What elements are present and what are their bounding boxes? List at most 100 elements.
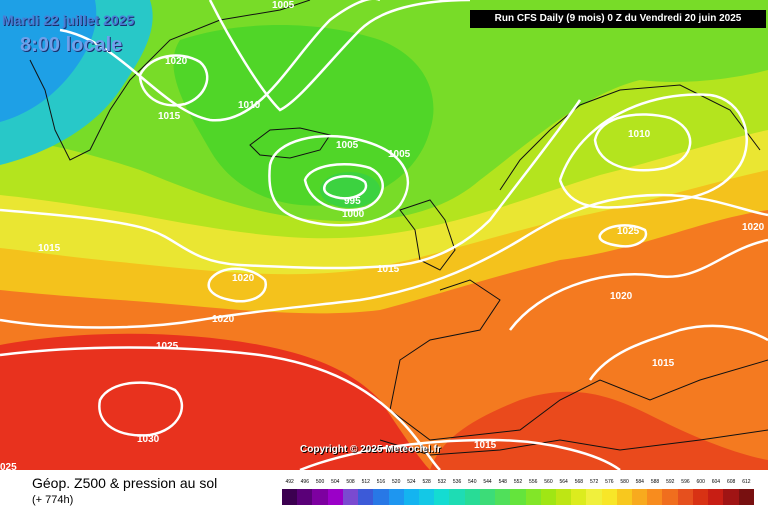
isobar-1010-scand (593, 113, 692, 172)
isobar-1030-ring (98, 381, 184, 437)
isobar-label: 1020 (212, 314, 235, 325)
color-scale-value: 596 (681, 479, 690, 485)
legend-subtitle: (+ 774h) (32, 494, 74, 506)
field-darkgreen (173, 25, 434, 206)
color-scale-swatch (342, 489, 359, 505)
color-scale-swatch (692, 489, 709, 505)
isobar-label: 1005 (272, 0, 295, 11)
color-scale-swatch (662, 489, 678, 505)
color-scale-value: 548 (498, 479, 507, 485)
color-scale-labels: 492 496 500 504 508 512 516 520 524 528 532 536 540 5… (282, 479, 754, 487)
color-scale-swatch (723, 489, 739, 505)
color-scale-value: 604 (711, 479, 721, 485)
isobar-1015-curve (0, 99, 582, 270)
color-scale-value: 612 (742, 479, 751, 485)
color-scale-value: 564 (559, 479, 568, 485)
color-scale-swatch (388, 489, 404, 505)
color-scale-swatch (632, 489, 648, 505)
color-scale-value: 608 (726, 479, 736, 485)
color-scale-value: 528 (422, 479, 431, 485)
scandinavia-coast (499, 84, 761, 191)
isobar-1010-north (208, 0, 471, 112)
weather-map: 1005 1020 1015 1010 1005 1005 995 1000 1… (0, 0, 768, 470)
isobar-label: 1015 (38, 243, 61, 254)
color-scale-swatch (586, 489, 602, 505)
color-scale-value: 576 (605, 479, 614, 485)
isobar-label: 1030 (137, 434, 160, 445)
color-scale-swatch (464, 489, 480, 505)
isobar-label-group: 1005 1020 1015 1010 1005 1005 995 1000 1… (0, 0, 765, 470)
color-scale-value: 600 (696, 479, 705, 485)
isobar-label: 025 (0, 462, 17, 470)
color-scale-value: 540 (468, 479, 477, 485)
color-scale-swatch (282, 489, 298, 505)
africa-coast (379, 429, 768, 456)
isobar-label: 1015 (377, 264, 400, 275)
color-scale-value: 572 (589, 479, 599, 485)
color-scale-value: 492 (285, 479, 294, 485)
isobar-label: 1015 (158, 111, 181, 122)
color-scale-swatch (555, 489, 572, 505)
color-scale-value: 592 (666, 479, 675, 485)
british-isles (399, 199, 456, 271)
isobars (0, 0, 768, 470)
copyright-label: Copyright © 2025 Meteociel.fr (300, 444, 441, 455)
color-scale-value: 588 (650, 479, 660, 485)
color-scale-value: 520 (392, 479, 401, 485)
color-scale-value: 532 (437, 479, 447, 485)
forecast-date-label: Mardi 22 juillet 2025 (2, 12, 135, 28)
isobar-label: 1015 (652, 358, 675, 369)
isobar-1025-south (0, 346, 441, 470)
forecast-time-label: 8:00 locale (20, 34, 123, 56)
isobar-label: 1005 (388, 149, 411, 160)
isobar-1025-small (598, 224, 648, 248)
color-scale-swatch (495, 489, 511, 505)
legend-footer: Géop. Z500 & pression au sol (+ 774h) 49… (0, 470, 768, 512)
field-red-south (0, 333, 430, 470)
isobar-label: 1010 (238, 100, 261, 111)
color-scale-swatch (708, 489, 724, 505)
map-svg: 1005 1020 1015 1010 1005 1005 995 1000 1… (0, 0, 768, 470)
color-scale-swatch (373, 489, 389, 505)
isobar-label: 1005 (336, 140, 359, 151)
isobar-1020-east (509, 238, 768, 331)
isobar-label: 1010 (628, 129, 651, 140)
europe-coast (389, 279, 768, 441)
color-scale-swatch (525, 489, 541, 505)
color-scale-bar (282, 489, 754, 505)
color-scale-swatch (403, 489, 419, 505)
isobar-label: 1020 (610, 291, 633, 302)
isobar-1015-scand (558, 93, 748, 209)
color-scale-value: 496 (300, 479, 309, 485)
isobar-1000-ring (303, 162, 384, 212)
color-scale-swatch (479, 489, 496, 505)
color-scale-value: 536 (452, 479, 462, 485)
color-scale-swatch (327, 489, 343, 505)
color-scale-swatch (510, 489, 526, 505)
color-scale-value: 512 (361, 479, 370, 485)
color-scale-swatch (297, 489, 313, 505)
isobar-1015-east (588, 324, 768, 381)
color-scale-swatch (647, 489, 663, 505)
color-scale-swatch (358, 489, 374, 505)
isobar-label: 995 (344, 196, 361, 207)
isobar-label: 1020 (232, 273, 255, 284)
isobar-label: 1015 (474, 440, 497, 451)
run-info-banner: Run CFS Daily (9 mois) 0 Z du Vendredi 2… (470, 10, 766, 28)
greenland-coast (29, 0, 311, 161)
color-scale-value: 568 (574, 479, 584, 485)
color-scale-swatch (540, 489, 556, 505)
color-scale-swatch (677, 489, 693, 505)
color-scale-value: 524 (407, 479, 416, 485)
color-scale-value: 580 (620, 479, 629, 485)
coastlines (29, 0, 768, 456)
isobar-1020-big (207, 267, 267, 303)
isobar-1005-ring (268, 134, 410, 227)
isobar-label: 1020 (742, 222, 765, 233)
color-scale-swatch (449, 489, 465, 505)
color-scale-value: 556 (529, 479, 538, 485)
color-scale-swatch (312, 489, 328, 505)
isobar-label: 1020 (165, 56, 188, 67)
isobar-995-ring (323, 175, 368, 200)
color-scale-swatch (418, 489, 435, 505)
